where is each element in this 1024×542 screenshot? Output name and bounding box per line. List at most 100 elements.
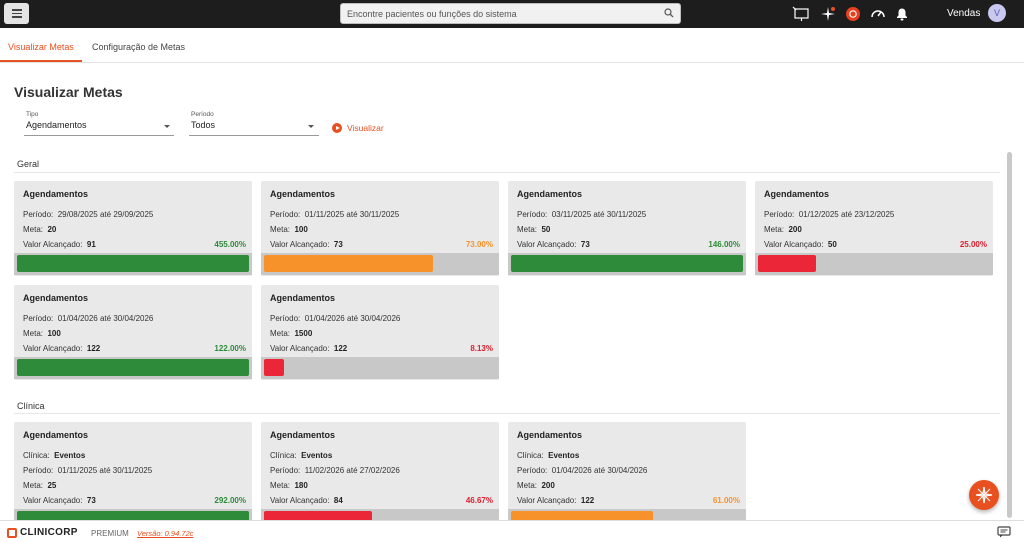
goal-meta-value: 100 bbox=[47, 329, 61, 338]
goal-meta-value: 20 bbox=[47, 225, 57, 234]
section-title-clinica: Clínica bbox=[17, 401, 45, 411]
goal-period-end: 30/11/2025 bbox=[112, 466, 153, 475]
record-icon[interactable] bbox=[844, 5, 862, 23]
goal-card-title: Agendamentos bbox=[23, 189, 89, 199]
goal-valor-label: Valor Alcançado: bbox=[517, 240, 577, 249]
goal-period: Período: 01/11/2025 até 30/11/2025 bbox=[23, 466, 152, 475]
logo-icon bbox=[7, 527, 17, 538]
goal-progress-fill bbox=[17, 255, 249, 272]
goal-card[interactable]: Agendamentos Clínica: Eventos Período: 01/… bbox=[14, 422, 252, 522]
goal-progress-fill bbox=[758, 255, 816, 272]
goal-card[interactable]: Agendamentos Período: 03/11/2025 até 30/1… bbox=[508, 181, 746, 276]
goal-progress-bar bbox=[261, 357, 499, 379]
brand-name: CLINICORP bbox=[20, 527, 78, 538]
goal-card[interactable]: Agendamentos Período: 01/11/2025 até 30/1… bbox=[261, 181, 499, 276]
search-input[interactable] bbox=[347, 6, 647, 21]
goal-progress-bar bbox=[14, 253, 252, 275]
tipo-value[interactable]: Agendamentos bbox=[26, 120, 87, 130]
tipo-select[interactable]: Tipo Agendamentos bbox=[24, 111, 174, 139]
goal-meta: Meta: 180 bbox=[270, 481, 308, 490]
chevron-down-icon[interactable] bbox=[308, 125, 314, 128]
periodo-label: Período bbox=[191, 111, 214, 118]
goal-valor-label: Valor Alcançado: bbox=[23, 496, 83, 505]
user-name[interactable]: Vendas bbox=[947, 8, 981, 19]
goal-card[interactable]: Agendamentos Período: 01/04/2026 até 30/0… bbox=[14, 285, 252, 380]
goal-progress-bar bbox=[14, 357, 252, 379]
period-separator: até bbox=[99, 466, 111, 475]
search-icon[interactable] bbox=[664, 8, 674, 18]
goal-period: Período: 01/04/2026 até 30/04/2026 bbox=[270, 314, 400, 323]
goal-period: Período: 03/11/2025 até 30/11/2025 bbox=[517, 210, 646, 219]
goal-card-title: Agendamentos bbox=[270, 430, 336, 440]
goal-period-start: 01/12/2025 bbox=[798, 210, 839, 219]
tab-configuracao-de-metas[interactable]: Configuração de Metas bbox=[92, 42, 186, 52]
fab-button[interactable] bbox=[969, 480, 999, 510]
goal-progress-bar bbox=[508, 509, 746, 522]
goal-percent: 46.67% bbox=[465, 496, 493, 505]
periodo-value[interactable]: Todos bbox=[191, 120, 216, 130]
periodo-select[interactable]: Período Todos bbox=[189, 111, 319, 139]
goal-period: Período: 01/04/2026 até 30/04/2026 bbox=[517, 466, 647, 475]
goal-clinic: Clínica: Eventos bbox=[517, 451, 579, 460]
presentation-icon[interactable] bbox=[792, 5, 810, 23]
goal-card[interactable]: Agendamentos Clínica: Eventos Período: 11/… bbox=[261, 422, 499, 522]
goal-period-label: Período: bbox=[270, 210, 301, 219]
tab-visualizar-metas[interactable]: Visualizar Metas bbox=[8, 42, 74, 52]
sparkle-icon[interactable] bbox=[819, 5, 837, 23]
goal-meta-label: Meta: bbox=[23, 225, 44, 234]
goal-clinic-label: Clínica: bbox=[517, 451, 544, 460]
goal-period-label: Período: bbox=[23, 210, 54, 219]
goal-progress-fill bbox=[511, 511, 653, 522]
speedometer-icon[interactable] bbox=[869, 5, 887, 23]
goal-clinic: Clínica: Eventos bbox=[270, 451, 332, 460]
goal-period-end: 23/12/2025 bbox=[854, 210, 895, 219]
search-box[interactable] bbox=[340, 3, 681, 24]
goal-valor-value: 122 bbox=[333, 344, 348, 353]
goal-period: Período: 01/11/2025 até 30/11/2025 bbox=[270, 210, 399, 219]
goal-period-end: 30/11/2025 bbox=[359, 210, 400, 219]
chevron-down-icon[interactable] bbox=[164, 125, 170, 128]
goal-period-label: Período: bbox=[517, 210, 548, 219]
goal-period-label: Período: bbox=[270, 466, 301, 475]
goal-period-start: 01/11/2025 bbox=[304, 210, 345, 219]
menu-icon[interactable] bbox=[4, 3, 29, 24]
goal-period-end: 30/04/2026 bbox=[607, 466, 648, 475]
period-separator: até bbox=[346, 210, 358, 219]
goal-valor-label: Valor Alcançado: bbox=[270, 496, 330, 505]
goal-valor-label: Valor Alcançado: bbox=[517, 496, 577, 505]
goal-period-label: Período: bbox=[270, 314, 301, 323]
goal-valor-value: 122 bbox=[580, 496, 595, 505]
goal-valor-value: 50 bbox=[827, 240, 837, 249]
goal-card[interactable]: Agendamentos Período: 29/08/2025 até 29/0… bbox=[14, 181, 252, 276]
visualizar-button[interactable]: Visualizar bbox=[332, 123, 384, 133]
period-separator: até bbox=[346, 466, 358, 475]
goal-valor: Valor Alcançado: 84 bbox=[270, 496, 343, 505]
scrollbar[interactable] bbox=[1007, 152, 1012, 518]
version-link[interactable]: Versão: 0.94.72c bbox=[137, 529, 194, 538]
goal-meta-value: 200 bbox=[541, 481, 555, 490]
goal-clinic-value: Eventos bbox=[548, 451, 580, 460]
goal-period-start: 01/04/2026 bbox=[57, 314, 98, 323]
goal-card[interactable]: Agendamentos Período: 01/04/2026 até 30/0… bbox=[261, 285, 499, 380]
clinicorp-logo: CLINICORP bbox=[7, 527, 78, 538]
bell-icon[interactable] bbox=[893, 5, 911, 23]
goal-meta-label: Meta: bbox=[764, 225, 785, 234]
goal-meta-label: Meta: bbox=[517, 225, 538, 234]
goal-progress-bar bbox=[755, 253, 993, 275]
goal-card[interactable]: Agendamentos Clínica: Eventos Período: 01/… bbox=[508, 422, 746, 522]
goal-valor-value: 73 bbox=[333, 240, 343, 249]
goal-period-end: 30/04/2026 bbox=[360, 314, 401, 323]
goal-meta-label: Meta: bbox=[270, 329, 291, 338]
goal-card-title: Agendamentos bbox=[23, 293, 89, 303]
period-separator: até bbox=[593, 210, 605, 219]
plan-tier: PREMIUM bbox=[91, 529, 129, 538]
chat-icon[interactable] bbox=[997, 526, 1011, 538]
goal-valor-label: Valor Alcançado: bbox=[23, 344, 83, 353]
goal-meta-label: Meta: bbox=[270, 481, 291, 490]
goal-meta-value: 180 bbox=[294, 481, 308, 490]
avatar[interactable]: V bbox=[988, 4, 1006, 22]
goal-progress-fill bbox=[264, 255, 433, 272]
goal-card[interactable]: Agendamentos Período: 01/12/2025 até 23/1… bbox=[755, 181, 993, 276]
goal-period-start: 11/02/2026 bbox=[304, 466, 345, 475]
goal-meta-value: 100 bbox=[294, 225, 308, 234]
